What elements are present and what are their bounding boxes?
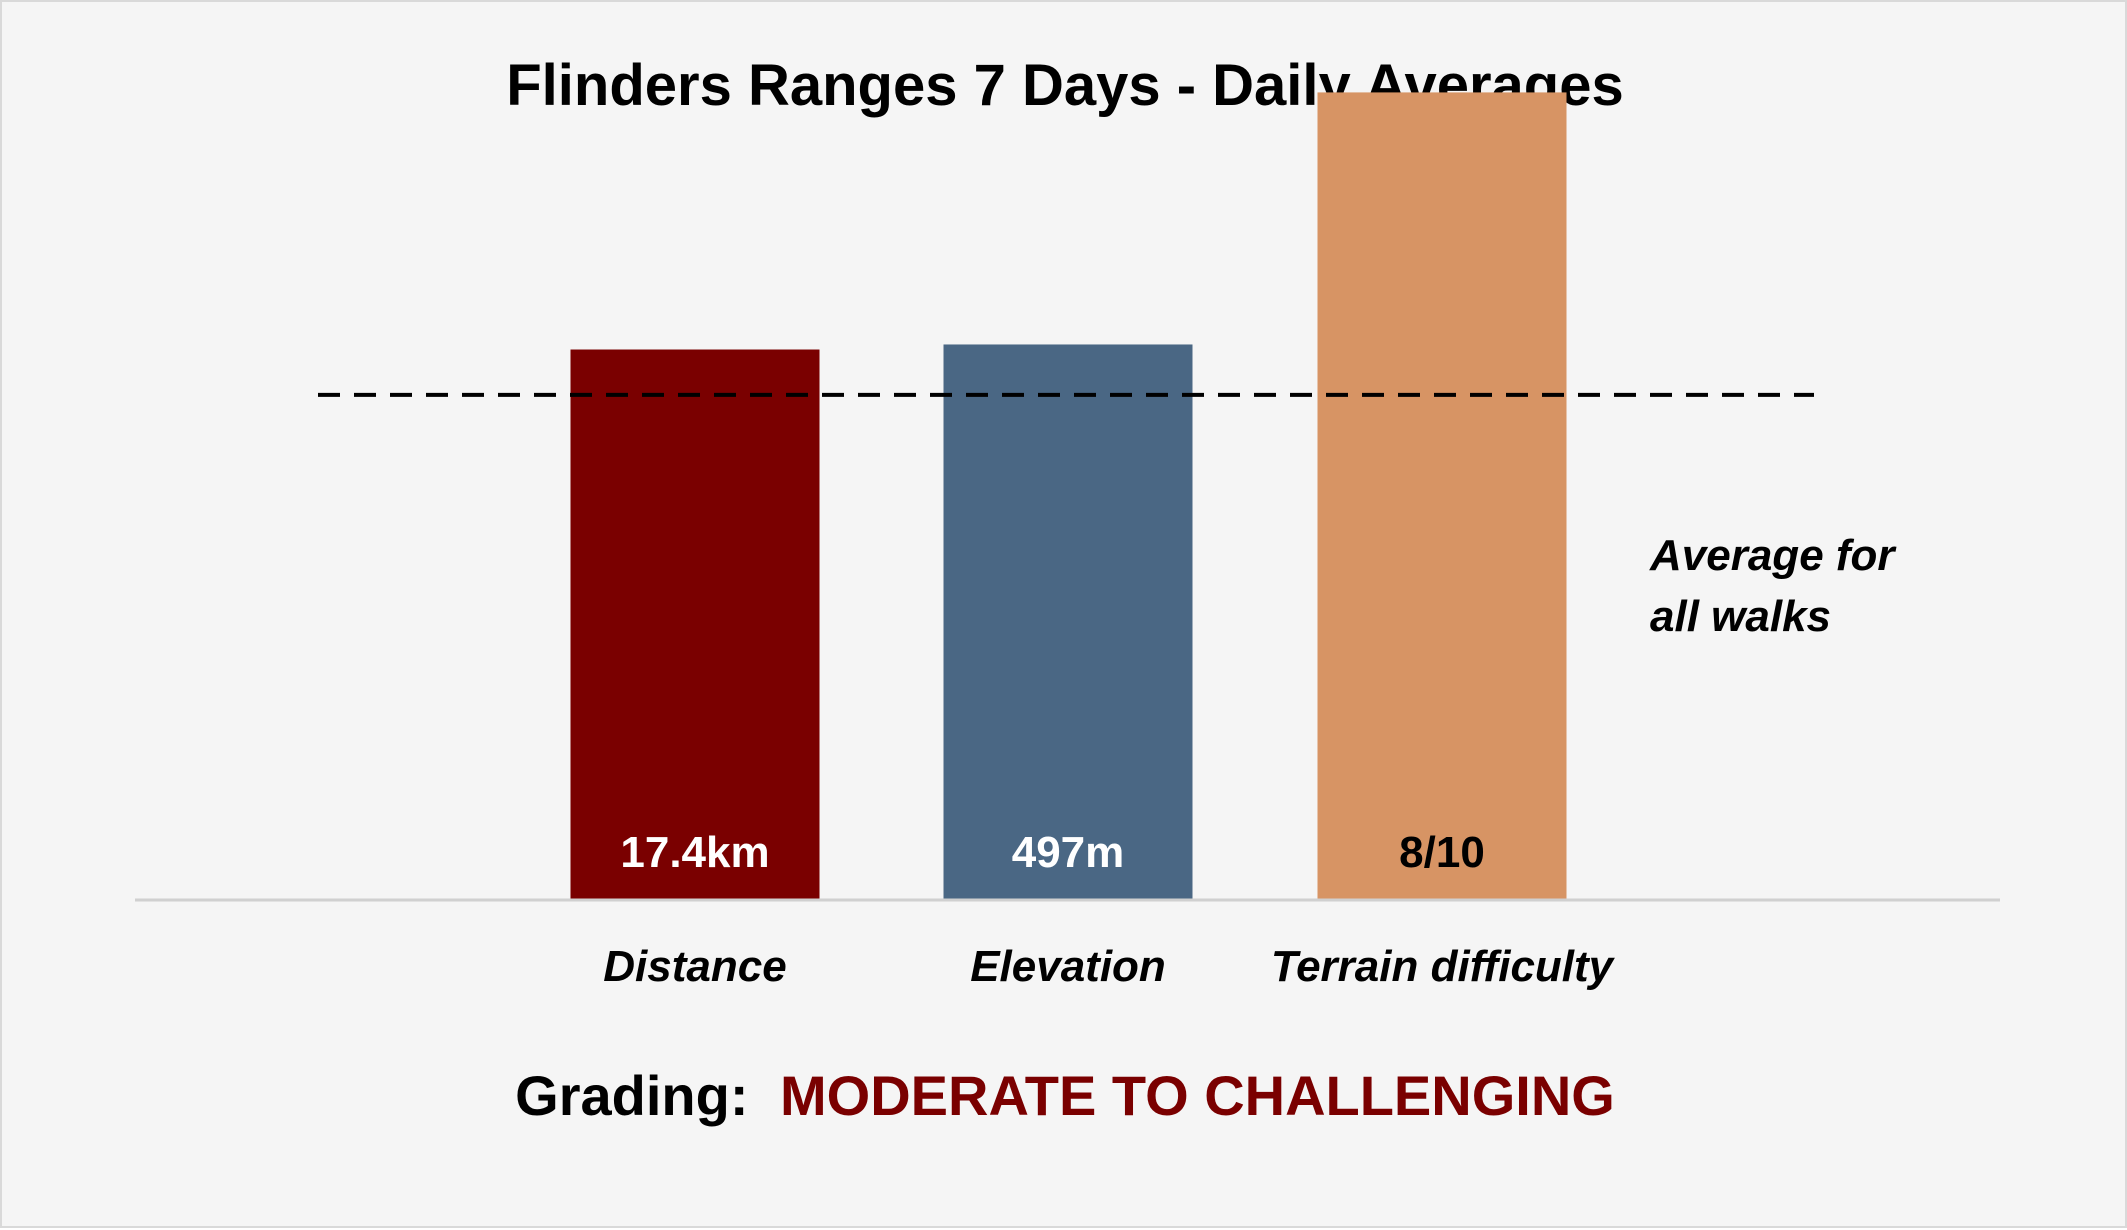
category-label-terrain-difficulty: Terrain difficulty — [1271, 942, 1616, 991]
grading-statement: Grading: MODERATE TO CHALLENGING — [515, 1064, 1615, 1127]
reference-label-line-1: Average for — [1649, 531, 1897, 580]
reference-label-line-2: all walks — [1650, 592, 1831, 641]
data-label-terrain-difficulty: 8/10 — [1399, 828, 1485, 877]
bars-layer: 17.4km Distance 497m Elevation 8/10 Terrain d… — [570, 92, 1616, 991]
data-label-distance: 17.4km — [620, 828, 769, 877]
category-label-distance: Distance — [603, 942, 786, 991]
data-label-elevation: 497m — [1012, 828, 1125, 877]
bar-distance — [570, 349, 820, 899]
bar-terrain-difficulty — [1317, 92, 1567, 900]
category-label-elevation: Elevation — [970, 942, 1166, 991]
grading-prefix: Grading: — [515, 1064, 748, 1127]
bar-elevation — [943, 344, 1193, 899]
grading-value: MODERATE TO CHALLENGING — [780, 1064, 1615, 1127]
